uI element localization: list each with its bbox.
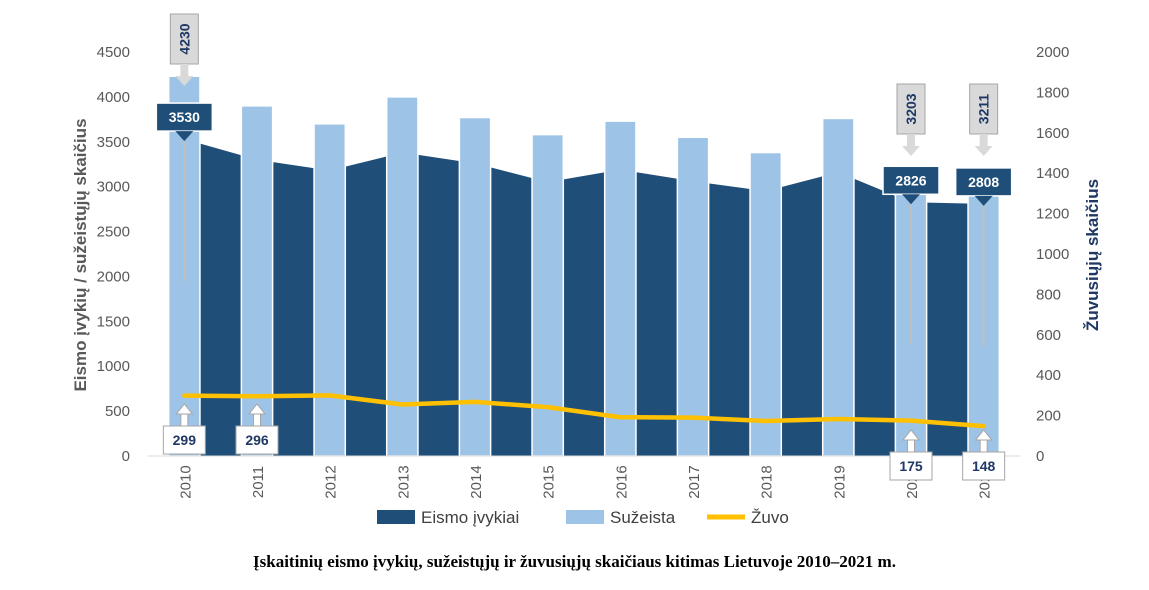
chart-caption: Įskaitinių eismo įvykių, sužeistųjų ir ž…	[253, 552, 896, 571]
y2-tick-label: 200	[1036, 408, 1061, 425]
y-tick-label: 3500	[97, 134, 130, 151]
point-zuvo-2010	[182, 394, 186, 398]
callout-label-zuvo-2011: 296	[245, 432, 269, 448]
callout-arrow-stem-zuvo	[979, 439, 988, 453]
callout-arrow-head	[974, 146, 993, 156]
y-tick-label: 500	[105, 403, 130, 420]
y-tick-label: 2000	[97, 268, 130, 285]
callout-arrow-stem-zuvo	[907, 439, 915, 453]
y2-tick-label: 0	[1036, 448, 1044, 465]
point-zuvo-2019	[836, 417, 840, 421]
bar-suzeista-2016	[603, 120, 637, 457]
y2-tick-label: 1600	[1036, 125, 1069, 142]
chart: 0 500 1000 1500 2000 2500 3000 3500 4000 4500 0 200…	[71, 13, 1102, 527]
callout-label-suzeista-2020: 3203	[903, 93, 919, 124]
x-tick-label: 2017	[686, 465, 703, 498]
x-tick-label: 2015	[541, 465, 558, 498]
y2-tick-label: 2000	[1036, 44, 1069, 61]
x-tick-label: 2011	[250, 466, 267, 498]
point-zuvo-2012	[328, 393, 332, 397]
x-tick-label: 2014	[468, 465, 485, 498]
bar-suzeista-2015	[531, 133, 565, 457]
callout-box-zuvo-2011	[235, 425, 279, 455]
callout-label-eismo-2010: 3530	[169, 109, 200, 125]
callout-arrow-head	[175, 76, 194, 86]
point-zuvo-2011	[255, 394, 259, 398]
y2-tick-label: 1400	[1036, 165, 1069, 182]
y-tick-label: 0	[122, 448, 130, 465]
legend-swatch-su-eista	[566, 510, 604, 524]
y2-tick-label: 400	[1036, 367, 1061, 384]
callout-box-zuvo-2021	[962, 451, 1006, 481]
callout-label-eismo-2020: 2826	[895, 172, 926, 188]
y-tick-label: 3000	[97, 179, 130, 196]
callout-arrow-stem	[979, 134, 988, 146]
y-tick-label: 1000	[97, 358, 130, 375]
bar-suzeista-2017	[676, 136, 710, 457]
area-series-layer	[184, 139, 984, 456]
bar-suzeista-2018	[749, 151, 783, 457]
y2-tick-label: 1200	[1036, 206, 1069, 223]
y-axis-title: Eismo įvykių / sužeistųjų skaičius	[71, 118, 90, 391]
point-zuvo-2015	[546, 405, 550, 409]
y-tick-label: 2500	[97, 224, 130, 241]
callout-box-eismo-2021	[954, 167, 1013, 197]
callout-label-suzeista-2021: 3211	[976, 94, 992, 125]
point-zuvo-2017	[691, 416, 695, 420]
area-eismo-ivykiai	[184, 139, 984, 456]
legend-swatch-eismo-vykiai	[377, 510, 415, 524]
point-zuvo-2021	[982, 424, 986, 428]
bar-suzeista-2013	[385, 96, 419, 457]
x-tick-label: 2016	[613, 465, 630, 498]
callout-arrow-stem	[907, 134, 915, 146]
x-tick-label: 2018	[759, 465, 776, 498]
x-tick-label: 2019	[831, 465, 848, 498]
y-tick-label: 1500	[97, 313, 130, 330]
callout-arrow-eismo	[175, 131, 194, 142]
bar-suzeista-2012	[313, 123, 347, 457]
callout-arrow-stem-zuvo	[180, 413, 189, 427]
legend: Eismo įvykiai Sužeista Žuvo	[377, 508, 789, 527]
legend-label--uvo: Žuvo	[751, 508, 789, 527]
callout-label-eismo-2021: 2808	[968, 174, 999, 190]
point-zuvo-2013	[400, 402, 404, 406]
legend-label-su-eista: Sužeista	[610, 508, 676, 527]
y-tick-label: 4500	[97, 44, 130, 61]
callout-arrow-head	[902, 146, 920, 156]
y2-tick-label: 800	[1036, 286, 1061, 303]
callout-box-suzeista-2010	[169, 13, 199, 65]
bar-suzeista-2019	[821, 117, 855, 457]
callout-arrow-stem-zuvo	[253, 413, 261, 427]
callout-box-zuvo-2020	[889, 451, 933, 481]
callout-box-eismo-2020	[882, 165, 940, 196]
y-tick-label: 4000	[97, 89, 130, 106]
x-tick-label: 2013	[395, 465, 412, 498]
bar-suzeista-2014	[458, 116, 492, 457]
callout-box-zuvo-2010	[162, 425, 206, 455]
y2-tick-label: 600	[1036, 327, 1061, 344]
callout-label-zuvo-2020: 175	[899, 458, 923, 474]
callout-arrow-stem	[180, 64, 189, 76]
line-series-layer	[182, 393, 986, 429]
y2-tick-label: 1800	[1036, 84, 1069, 101]
callout-label-suzeista-2010: 4230	[176, 23, 192, 54]
x-tick-label: 2010	[177, 465, 194, 498]
callout-label-zuvo-2010: 299	[173, 432, 197, 448]
line-zuvo	[182, 393, 986, 429]
legend-label-eismo-vykiai: Eismo įvykiai	[421, 508, 519, 527]
point-zuvo-2018	[764, 419, 768, 423]
point-zuvo-2020	[909, 419, 913, 423]
callout-label-zuvo-2021: 148	[972, 458, 996, 474]
point-zuvo-2016	[618, 415, 622, 419]
y2-tick-label: 1000	[1036, 246, 1069, 263]
x-tick-label: 2012	[323, 465, 340, 498]
callout-box-eismo-2010	[155, 102, 214, 132]
y2-axis-title: Žuvusiųjų skaičius	[1083, 179, 1102, 331]
callout-arrow-eismo	[902, 194, 920, 205]
callouts-layer: 4230 3530 299 296 3203 2826 175 3211 2808 148	[155, 13, 1013, 481]
callout-arrow-eismo	[974, 195, 993, 206]
point-zuvo-2014	[473, 400, 477, 404]
